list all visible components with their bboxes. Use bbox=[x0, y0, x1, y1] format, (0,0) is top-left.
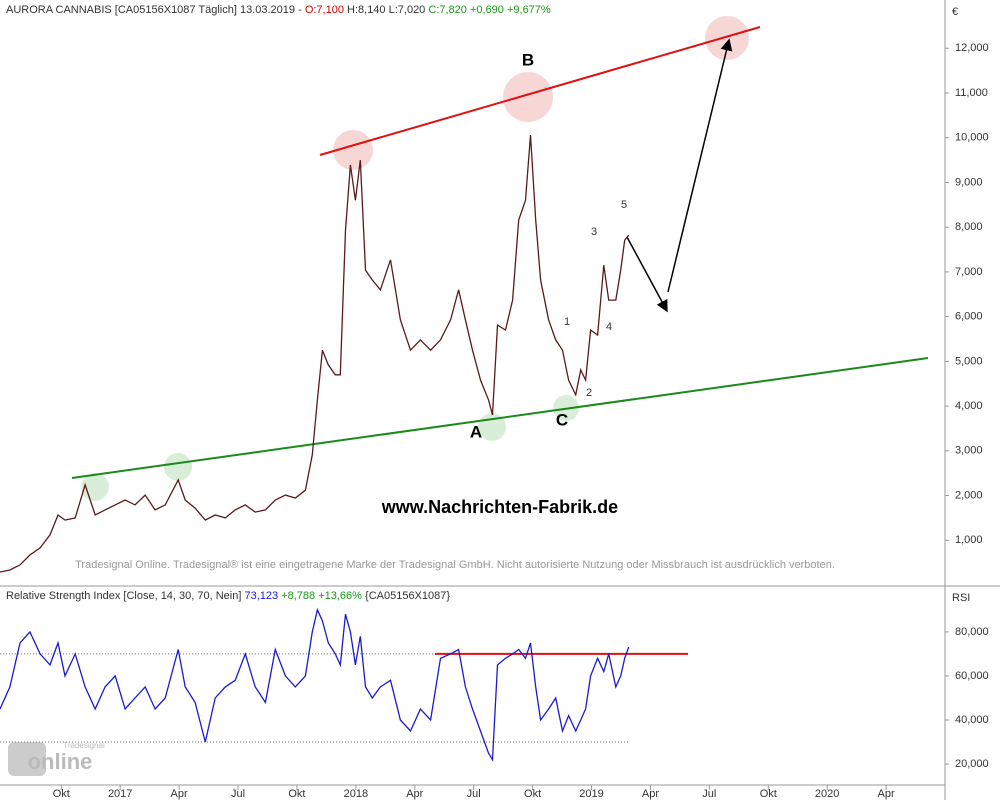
y-tick-label: 2,000 bbox=[955, 489, 983, 501]
y-tick-label: 80,000 bbox=[955, 626, 989, 638]
y-tick-label: 10,000 bbox=[955, 132, 989, 144]
watermark: www.Nachrichten-Fabrik.de bbox=[381, 497, 618, 517]
y-tick-label: 40,000 bbox=[955, 714, 989, 726]
y-tick-label: 4,000 bbox=[955, 400, 983, 412]
label-b: B bbox=[522, 50, 534, 69]
x-tick-label: 2019 bbox=[579, 788, 603, 800]
rsi-last: 73,123 bbox=[244, 590, 278, 602]
x-tick-label: 2020 bbox=[815, 788, 839, 800]
highlight bbox=[164, 453, 192, 481]
x-tick-label: 2018 bbox=[344, 788, 368, 800]
resistance-line bbox=[319, 26, 761, 156]
y-tick-label: 1,000 bbox=[955, 534, 983, 546]
title: Relative Strength Index [Close, 14, 30, … bbox=[6, 590, 241, 602]
highlight bbox=[333, 130, 373, 170]
x-tick-label: Apr bbox=[642, 788, 659, 800]
highlight bbox=[503, 72, 553, 122]
price-line bbox=[0, 134, 630, 573]
rsi-title: Relative Strength Index [Close, 14, 30, … bbox=[6, 590, 450, 602]
x-tick-label: Jul bbox=[467, 788, 481, 800]
arrow bbox=[667, 38, 733, 293]
logo-box bbox=[8, 742, 46, 776]
disclaimer: Tradesignal Online. Tradesignal® ist ein… bbox=[75, 559, 835, 571]
x-tick-label: Apr bbox=[171, 788, 188, 800]
wave-label: 1 bbox=[564, 316, 570, 328]
title: AURORA CANNABIS [CA05156X1087 Täglich] 1… bbox=[6, 4, 302, 16]
logo: online bbox=[28, 749, 93, 774]
rsi-change: +8,788 +13,66% bbox=[281, 590, 362, 602]
high-low: H:8,140 L:7,020 bbox=[347, 4, 425, 16]
unit: RSI bbox=[952, 592, 970, 604]
label-c: C bbox=[556, 410, 568, 429]
y-tick-label: 5,000 bbox=[955, 355, 983, 367]
label-a: A bbox=[470, 422, 482, 441]
x-tick-label: Okt bbox=[524, 788, 541, 800]
wave-label: 5 bbox=[621, 199, 627, 211]
y-tick-label: 60,000 bbox=[955, 670, 989, 682]
x-tick-label: Apr bbox=[406, 788, 423, 800]
wave-label: 4 bbox=[606, 321, 612, 333]
x-tick-label: Apr bbox=[878, 788, 895, 800]
y-tick-label: 8,000 bbox=[955, 221, 983, 233]
y-tick-label: 3,000 bbox=[955, 445, 983, 457]
unit: € bbox=[952, 6, 958, 18]
highlight bbox=[705, 16, 749, 60]
y-tick-label: 6,000 bbox=[955, 311, 983, 323]
x-tick-label: 2017 bbox=[108, 788, 132, 800]
symbol: {CA05156X1087} bbox=[365, 590, 450, 602]
y-tick-label: 12,000 bbox=[955, 42, 989, 54]
chart-title: AURORA CANNABIS [CA05156X1087 Täglich] 1… bbox=[6, 4, 551, 16]
x-tick-label: Okt bbox=[53, 788, 70, 800]
x-tick-label: Jul bbox=[231, 788, 245, 800]
x-tick-label: Okt bbox=[288, 788, 305, 800]
wave-label: 2 bbox=[586, 387, 592, 399]
logo-small: Tradesignal bbox=[63, 741, 105, 750]
arrow bbox=[626, 236, 668, 313]
y-tick-label: 9,000 bbox=[955, 176, 983, 188]
y-tick-label: 7,000 bbox=[955, 266, 983, 278]
close: C:7,820 +0,690 +9,677% bbox=[428, 4, 551, 16]
y-tick-label: 20,000 bbox=[955, 758, 989, 770]
open: O:7,100 bbox=[305, 4, 344, 16]
price-line bbox=[0, 607, 630, 762]
x-tick-label: Jul bbox=[702, 788, 716, 800]
support-line bbox=[71, 357, 929, 479]
y-tick-label: 11,000 bbox=[955, 87, 988, 99]
x-tick-label: Okt bbox=[760, 788, 777, 800]
wave-label: 3 bbox=[591, 226, 597, 238]
